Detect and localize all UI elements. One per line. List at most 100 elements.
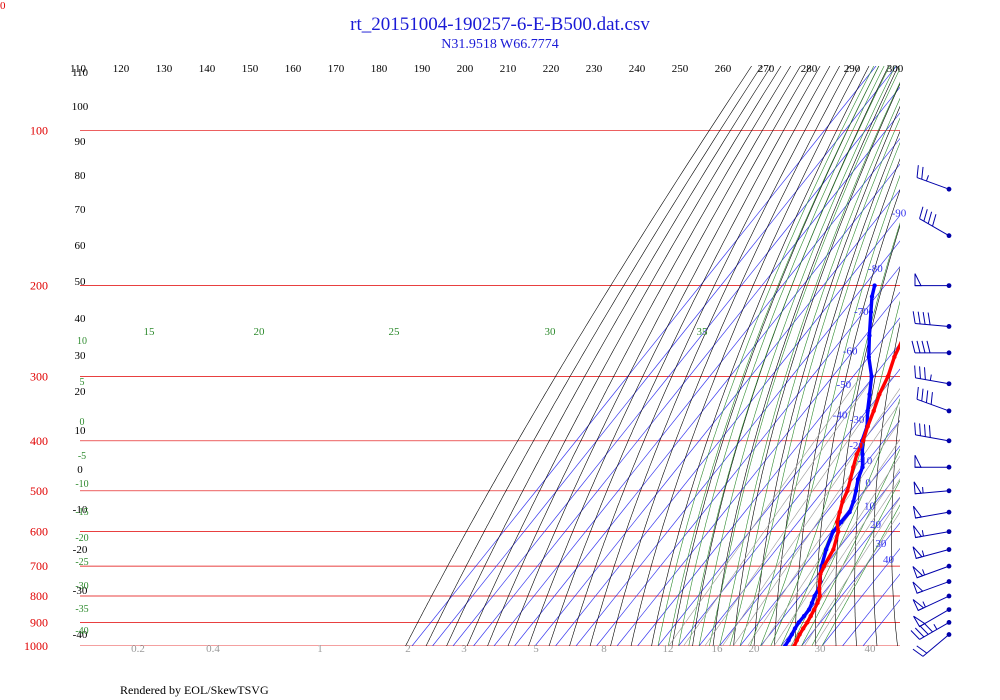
temperature-trace-point	[836, 529, 841, 534]
moist-adiabat-line	[688, 66, 890, 646]
axis-labels: 1002003004005006007008009001000-90-80-70…	[24, 63, 907, 655]
dry-adiabat-line	[487, 66, 792, 646]
mixing-ratio-label: 5	[533, 643, 539, 655]
temperature-trace-point	[854, 452, 859, 457]
moist-adiabat-line	[760, 174, 900, 646]
temperature-trace-point	[801, 626, 806, 631]
temperature-trace-point	[952, 219, 956, 223]
wind-barb-station	[946, 547, 952, 552]
wind-barb-feather	[922, 312, 926, 325]
isobar-label: 100	[30, 123, 48, 137]
mixing-ratio-label: 20	[749, 643, 761, 655]
mixing-ratio-line	[683, 376, 875, 646]
theta-left-label: -10	[73, 504, 88, 516]
dewpoint-trace-point	[866, 354, 871, 360]
mixing-ratio-label: 8	[601, 643, 607, 655]
theta-top-label: 170	[328, 63, 345, 75]
mixing-ratio-line	[733, 401, 900, 646]
isobar-label: 200	[30, 279, 48, 293]
theta-left-label: 90	[75, 136, 87, 148]
mixing-ratio-line	[814, 511, 900, 646]
mixing-ratio-label: 2	[405, 643, 411, 655]
theta-top-label: 120	[113, 63, 130, 75]
thetae-left-label: -10	[75, 479, 88, 490]
dewpoint-trace-point	[796, 620, 801, 625]
wind-barb-feather	[932, 214, 937, 227]
theta-top-label: 270	[758, 63, 775, 75]
temperature-trace-point	[845, 488, 850, 493]
wind-barb-feather	[925, 390, 929, 403]
dewpoint-trace-point	[812, 593, 817, 599]
mixing-ratio-label: 30	[815, 643, 827, 655]
temperature-trace-point	[834, 519, 840, 525]
isotherm-line	[555, 214, 900, 646]
isotherm-line	[514, 163, 900, 646]
isobar-label: 500	[30, 484, 48, 498]
mixing-ratio-label: 1	[317, 643, 323, 655]
dewpoint-trace-point	[865, 408, 870, 414]
wind-barb-feather	[921, 340, 926, 353]
temperature-trace-point	[818, 571, 823, 577]
wind-barb-feather	[916, 165, 919, 178]
wind-barb-feather	[911, 340, 916, 353]
dewpoint-trace-point	[839, 519, 844, 525]
footer-credit: Rendered by EOL/SkewTSVG	[120, 683, 269, 697]
wind-barb-pennant	[912, 581, 924, 594]
wind-barb-feather	[916, 340, 921, 353]
temperature-trace-point	[837, 509, 842, 515]
wind-barb-feather	[919, 423, 921, 436]
dry-adiabat-line	[425, 66, 762, 646]
thetae-top-label: 35	[697, 326, 709, 338]
dewpoint-trace-point	[792, 626, 798, 631]
thetae-top-label: 30	[545, 326, 557, 338]
wind-barb-feather	[923, 424, 926, 437]
thetae-left-label: -20	[75, 533, 88, 544]
wind-barb-feather	[930, 392, 933, 405]
temperature-trace-point	[885, 374, 891, 379]
isotherm-line	[616, 291, 900, 646]
dry-adiabat-line	[589, 66, 841, 646]
moist-adiabat-line	[709, 67, 900, 646]
mixing-ratio-line	[668, 376, 861, 646]
theta-left-label: 50	[75, 276, 87, 288]
dry-adiabat-line	[991, 51, 1000, 657]
wind-barb-feather	[928, 425, 931, 438]
theta-top-label: 230	[586, 63, 603, 75]
thetae-left-label: -40	[75, 626, 88, 637]
wind-barb-shaft	[915, 322, 950, 327]
temperature-trace-point	[831, 547, 836, 552]
temperature-trace-point	[817, 586, 822, 592]
isotherm-label: -70	[854, 306, 869, 318]
temperature-trace-point	[812, 607, 817, 612]
wind-barb-feather	[916, 386, 919, 400]
corner-label: 0	[0, 0, 6, 12]
thetae-top-label: 25	[389, 326, 401, 338]
wind-barb-feather	[919, 625, 929, 635]
temperature-trace-point	[840, 499, 845, 504]
temperature-trace-point	[967, 178, 971, 182]
thetae-left-label: 0	[80, 417, 85, 428]
wind-barb-feather	[919, 366, 921, 379]
dry-adiabat-line	[854, 267, 900, 646]
wind-barb-pennant	[912, 525, 923, 539]
wind-barb-feather	[912, 648, 924, 657]
isotherm-line	[596, 266, 900, 646]
temperature-trace-point	[851, 465, 856, 470]
isotherm-line	[719, 419, 900, 646]
wind-barb-station	[946, 563, 952, 569]
isotherm-label: -80	[868, 263, 883, 275]
theta-left-label: 80	[75, 170, 87, 182]
temperature-trace-point	[860, 438, 866, 443]
isobar-label: 700	[30, 559, 48, 573]
isotherm-line	[801, 522, 900, 646]
isotherm-line	[452, 86, 900, 646]
dewpoint-trace-point	[855, 477, 861, 482]
dry-adiabat-line	[671, 66, 880, 646]
dewpoint-trace-point	[851, 499, 856, 504]
wind-barb-feather	[926, 340, 931, 353]
temperature-trace-point	[805, 620, 810, 625]
dewpoint-trace-point	[869, 294, 875, 299]
wind-barb-feather	[927, 312, 931, 325]
dry-adiabat-line	[909, 51, 1000, 657]
